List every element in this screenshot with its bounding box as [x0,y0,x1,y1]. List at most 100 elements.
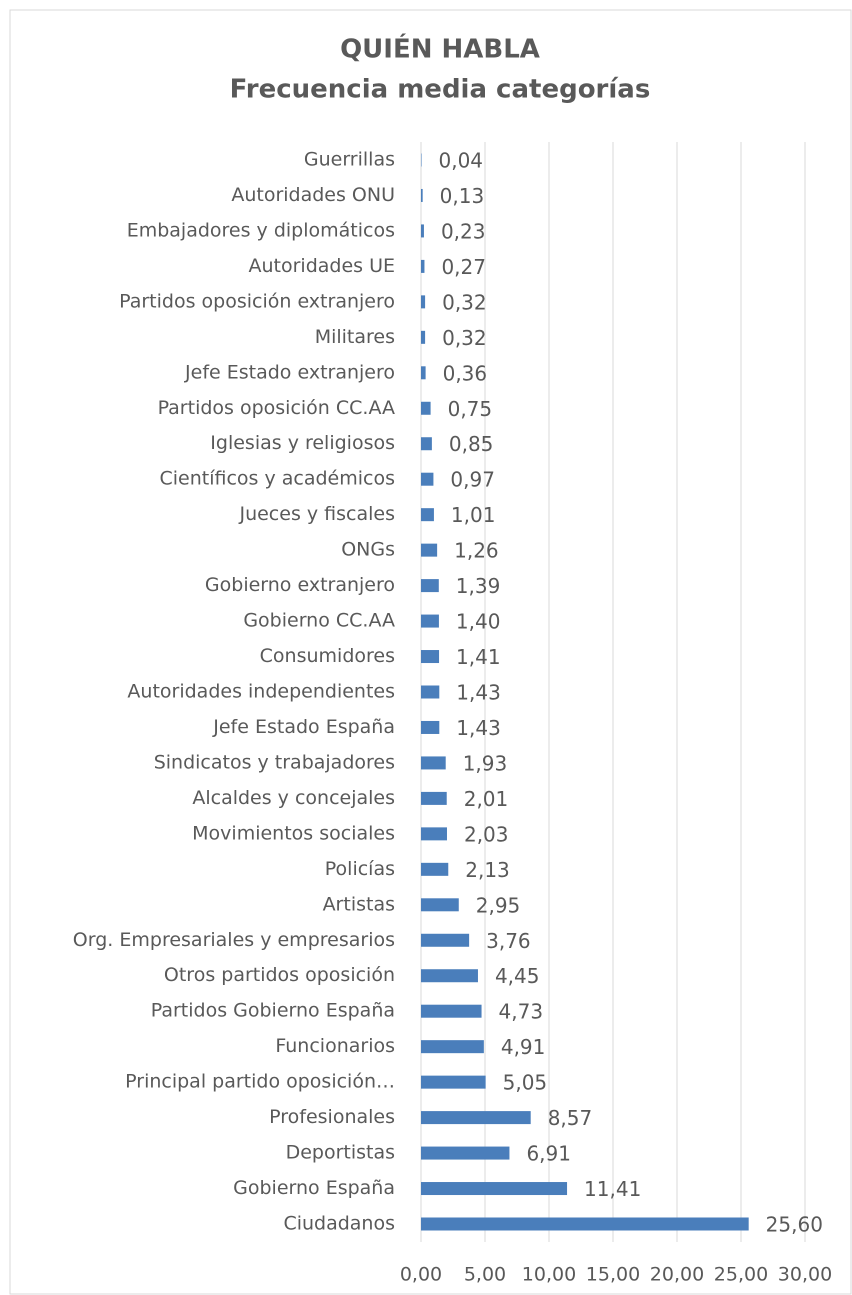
y-tick-label: Partidos Gobierno España [151,1000,395,1022]
bar [421,508,434,522]
y-tick-label: Partidos oposición extranjero [119,290,395,312]
y-tick-label: Consumidores [260,645,395,667]
data-label: 25,60 [766,1213,823,1237]
chart-subtitle: Frecuencia media categorías [230,75,651,105]
data-label: 1,39 [456,574,501,598]
data-label: 1,43 [456,681,501,705]
bar [421,1004,482,1018]
data-label: 8,57 [548,1106,593,1130]
y-tick-label: Autoridades UE [248,255,395,277]
y-tick-label: Funcionarios [275,1035,395,1057]
y-tick-label: Sindicatos y trabajadores [154,751,395,773]
y-tick-label: Artistas [323,893,395,915]
data-label: 0,13 [440,184,485,208]
y-tick-label: Partidos oposición CC.AA [158,397,395,419]
bar [421,862,449,876]
bar [421,543,438,557]
y-tick-label: Gobierno CC.AA [243,610,395,632]
bar [421,153,422,167]
bar [421,1182,568,1196]
bar [421,650,440,664]
data-label: 0,75 [448,397,493,421]
y-tick-label: Guerrillas [304,149,395,171]
y-tick-label: Gobierno extranjero [205,574,395,596]
y-tick-label: Ciudadanos [283,1213,395,1235]
x-tick-label: 15,00 [586,1264,640,1286]
bar [421,401,431,415]
bar [421,472,434,486]
data-label: 1,41 [456,645,501,669]
y-tick-label: Profesionales [269,1106,395,1128]
data-label: 4,91 [501,1035,546,1059]
data-label: 1,26 [454,539,499,563]
bar [421,366,426,380]
data-label: 0,85 [449,432,494,456]
x-tick-label: 20,00 [650,1264,704,1286]
bar [421,1217,749,1231]
data-label: 6,91 [526,1142,571,1166]
data-label: 0,27 [441,255,486,279]
bar [421,437,432,451]
y-tick-label: Org. Empresariales y empresarios [73,929,395,951]
data-label: 0,32 [442,326,487,350]
y-tick-label: Científicos y académicos [159,468,395,490]
bar [421,933,470,947]
bar [421,1075,486,1089]
bar [421,259,425,273]
bar [421,969,478,983]
data-label: 2,95 [476,893,521,917]
y-tick-label: Movimientos sociales [192,822,395,844]
bar [421,224,424,238]
data-label: 0,32 [442,290,487,314]
y-tick-label: Jefe Estado España [212,716,395,738]
y-tick-label: ONGs [341,539,395,561]
bar [421,1146,510,1160]
data-label: 5,05 [503,1071,548,1095]
data-label: 2,13 [465,858,510,882]
chart-title: QUIÉN HABLA [340,33,540,65]
y-tick-label: Alcaldes y concejales [192,787,395,809]
bar [421,685,440,699]
data-label: 0,04 [439,149,484,173]
bar [421,720,440,734]
y-tick-label: Principal partido oposición… [125,1071,395,1093]
y-tick-label: Gobierno España [233,1177,395,1199]
y-tick-label: Otros partidos oposición [164,964,395,986]
y-tick-label: Embajadores y diplomáticos [127,219,395,241]
bar [421,295,426,309]
y-tick-label: Iglesias y religiosos [210,432,395,454]
bar [421,827,447,841]
data-label: 0,97 [450,468,495,492]
data-label: 0,36 [443,361,488,385]
x-tick-label: 30,00 [778,1264,832,1286]
data-label: 3,76 [486,929,531,953]
y-tick-label: Jefe Estado extranjero [184,361,395,383]
data-label: 1,93 [463,751,508,775]
data-label: 1,01 [451,503,496,527]
bar [421,579,439,593]
data-label: 2,03 [464,822,509,846]
bar [421,188,423,202]
y-tick-label: Autoridades ONU [231,184,395,206]
data-label: 1,40 [456,610,501,634]
x-tick-label: 0,00 [400,1264,442,1286]
data-label: 0,23 [441,219,486,243]
data-label: 2,01 [464,787,509,811]
y-tick-label: Jueces y fiscales [238,503,395,525]
bar [421,330,426,344]
bar [421,1040,484,1054]
x-tick-label: 25,00 [714,1264,768,1286]
data-label: 1,43 [456,716,501,740]
y-tick-label: Deportistas [286,1142,395,1164]
bar [421,756,446,770]
y-tick-label: Policías [325,858,395,880]
data-label: 4,45 [495,964,540,988]
x-tick-label: 10,00 [522,1264,576,1286]
data-label: 4,73 [499,1000,544,1024]
y-tick-label: Militares [315,326,395,348]
bar [421,614,439,628]
y-tick-label: Autoridades independientes [127,681,395,703]
data-label: 11,41 [584,1177,641,1201]
bar [421,1111,531,1125]
